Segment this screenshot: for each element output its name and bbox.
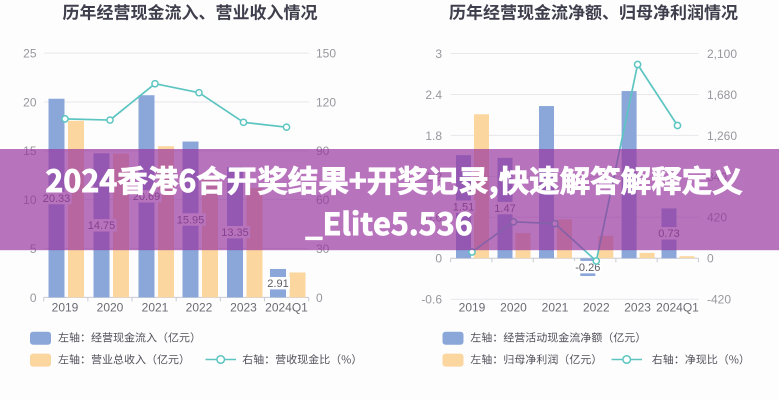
svg-text:2023: 2023 bbox=[230, 301, 257, 315]
svg-text:150: 150 bbox=[316, 47, 336, 61]
svg-text:2021: 2021 bbox=[542, 301, 569, 315]
svg-text:-0.26: -0.26 bbox=[575, 262, 600, 274]
svg-text:2021: 2021 bbox=[142, 301, 169, 315]
svg-text:2024Q1: 2024Q1 bbox=[265, 301, 308, 315]
svg-text:3: 3 bbox=[435, 47, 442, 61]
svg-text:2019: 2019 bbox=[459, 301, 486, 315]
svg-text:20: 20 bbox=[23, 95, 37, 109]
svg-text:0: 0 bbox=[316, 291, 323, 305]
svg-text:2022: 2022 bbox=[186, 301, 213, 315]
svg-text:2022: 2022 bbox=[583, 301, 610, 315]
svg-text:0: 0 bbox=[435, 252, 442, 266]
svg-text:1.8: 1.8 bbox=[425, 129, 442, 143]
svg-text:-0.6: -0.6 bbox=[421, 293, 442, 307]
svg-text:1,260: 1,260 bbox=[707, 129, 737, 143]
svg-text:2020: 2020 bbox=[97, 301, 124, 315]
svg-text:0: 0 bbox=[30, 291, 37, 305]
svg-text:2.4: 2.4 bbox=[425, 88, 442, 102]
svg-text:120: 120 bbox=[316, 95, 336, 109]
svg-text:2019: 2019 bbox=[52, 301, 79, 315]
svg-text:2.91: 2.91 bbox=[267, 278, 288, 290]
svg-text:2020: 2020 bbox=[500, 301, 527, 315]
svg-text:-420: -420 bbox=[707, 293, 731, 307]
svg-text:0: 0 bbox=[707, 252, 714, 266]
svg-text:2,100: 2,100 bbox=[707, 47, 737, 61]
svg-text:1,680: 1,680 bbox=[707, 88, 737, 102]
svg-text:2023: 2023 bbox=[624, 301, 651, 315]
svg-text:2024Q1: 2024Q1 bbox=[656, 301, 699, 315]
svg-text:25: 25 bbox=[23, 47, 37, 61]
